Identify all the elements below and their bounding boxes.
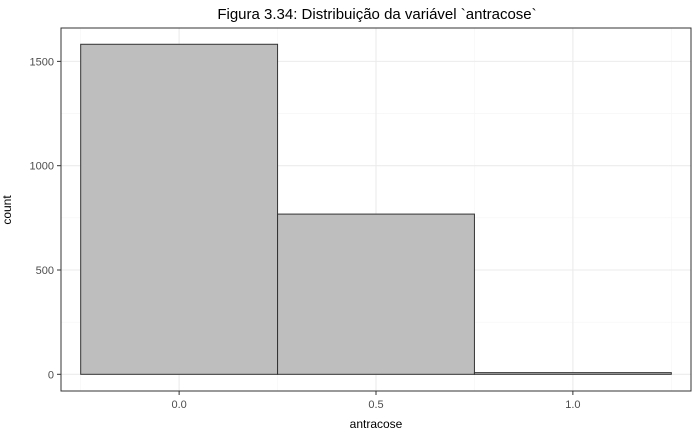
x-tick-label: 0.0	[171, 399, 186, 411]
x-axis-title: antracose	[350, 417, 403, 431]
y-tick-label: 0	[48, 369, 54, 381]
x-tick-label: 1.0	[565, 399, 580, 411]
y-tick-label: 500	[36, 265, 54, 277]
x-tick-label: 0.5	[368, 399, 383, 411]
histogram-bar	[80, 43, 279, 375]
histogram-bar	[277, 213, 475, 375]
chart-title: Figura 3.34: Distribuição da variável `a…	[217, 6, 536, 23]
y-tick-label: 1500	[30, 56, 54, 68]
histogram-bar	[473, 372, 672, 375]
y-axis-title: count	[0, 195, 14, 225]
axes: 0.0 0.5 1.0 0 500 1000 1500	[30, 56, 581, 411]
y-tick-label: 1000	[30, 161, 54, 173]
bars	[80, 43, 672, 375]
